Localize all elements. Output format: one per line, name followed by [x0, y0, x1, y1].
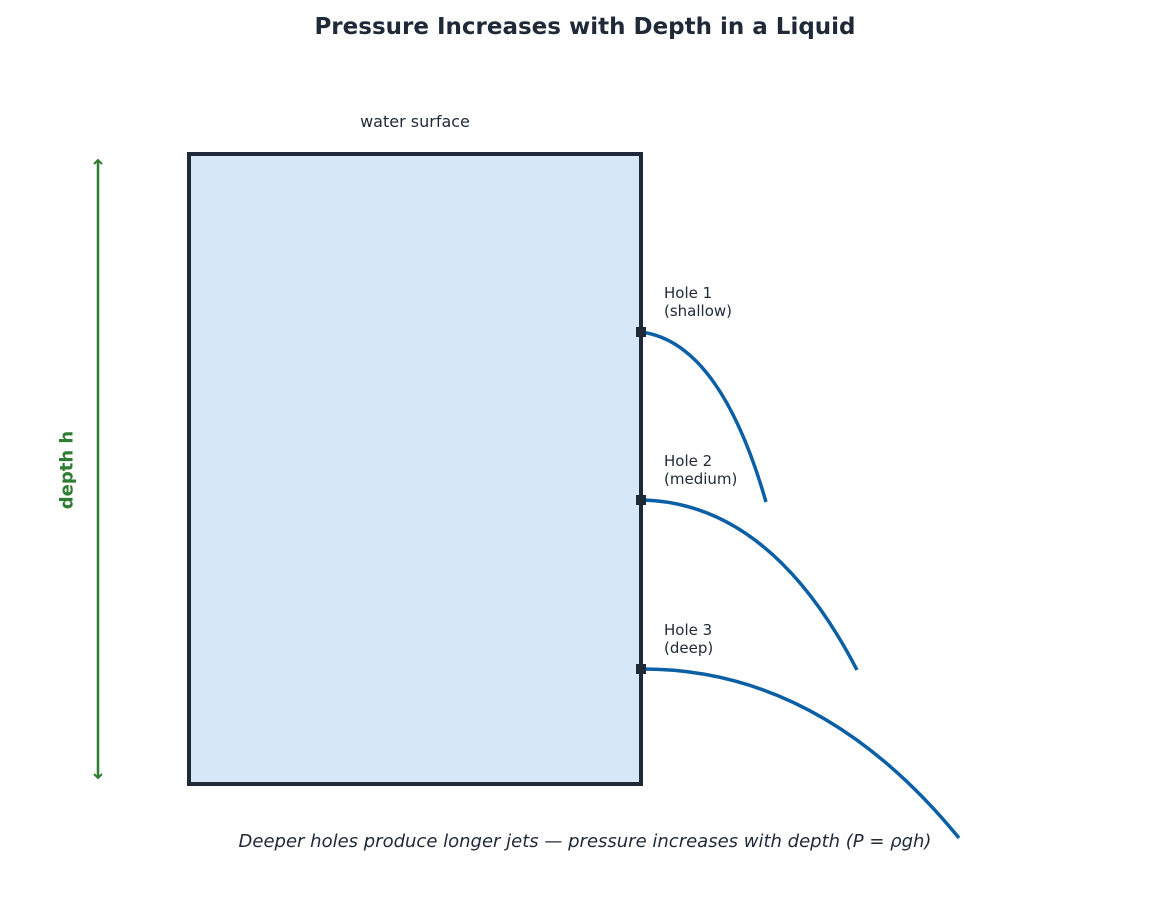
jet-hole-1: [640, 330, 768, 503]
hole-2-marker: [636, 495, 646, 505]
jet-hole-2: [640, 498, 859, 671]
diagram-title: Pressure Increases with Depth in a Liqui…: [314, 14, 856, 40]
hole-1-depth: (shallow): [664, 302, 732, 320]
hole-2-depth: (medium): [664, 470, 738, 488]
hole-2-label: Hole 2 (medium): [664, 452, 737, 488]
water-surface-label: water surface: [360, 112, 470, 131]
hole-1-name: Hole 1: [664, 284, 713, 302]
hole-1-marker: [636, 327, 646, 337]
hole-3-name: Hole 3: [664, 621, 713, 639]
hole-2-name: Hole 2: [664, 452, 713, 470]
diagram-caption: Deeper holes produce longer jets — press…: [238, 831, 932, 852]
hole-3-marker: [636, 664, 646, 674]
hole-1-label: Hole 1 (shallow): [664, 284, 732, 320]
hole-3-label: Hole 3 (deep): [664, 621, 713, 657]
jet-hole-3: [640, 667, 961, 840]
water-body: [187, 152, 643, 786]
hole-3-depth: (deep): [664, 639, 714, 657]
